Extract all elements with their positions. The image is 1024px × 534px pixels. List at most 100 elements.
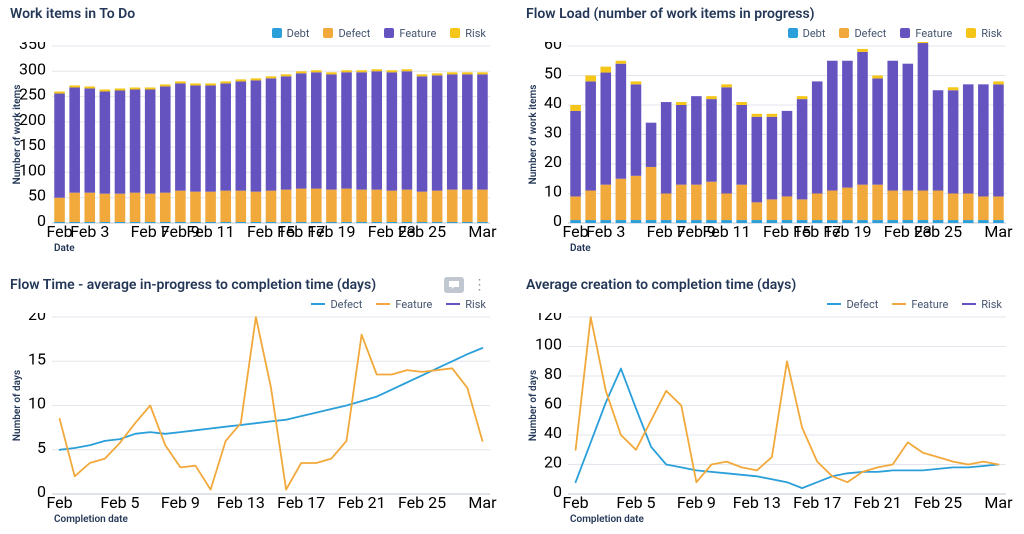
svg-text:Feb: Feb (46, 222, 72, 241)
bar-segment (326, 72, 337, 74)
bar-segment (356, 72, 367, 189)
svg-text:Feb 13: Feb 13 (733, 493, 781, 512)
bar-segment (752, 117, 763, 203)
bar-segment (477, 72, 488, 74)
bar-segment (69, 87, 80, 192)
bar-segment (600, 73, 611, 185)
svg-text:Feb 11: Feb 11 (703, 222, 751, 241)
bar-segment (266, 191, 277, 222)
bar-segment (220, 83, 231, 190)
svg-text:100: 100 (19, 160, 46, 179)
bar-segment (918, 220, 929, 223)
bar-segment (767, 117, 778, 200)
bar-segment (296, 222, 307, 223)
bar-segment (903, 220, 914, 223)
chart: 020406080100120FebFeb 5Feb 9Feb 13Feb 17… (524, 313, 1016, 528)
panel-title: Work items in To Do (10, 6, 500, 22)
svg-text:Mar: Mar (468, 222, 497, 241)
bar-segment (585, 220, 596, 223)
svg-text:5: 5 (37, 438, 46, 457)
svg-text:Number of days: Number of days (12, 370, 23, 441)
bar-segment (69, 193, 80, 222)
bar-segment (130, 193, 141, 222)
bar-segment (462, 72, 473, 74)
bar-segment (570, 111, 581, 197)
bar-segment (402, 222, 413, 223)
legend-label: Risk (465, 27, 486, 40)
svg-text:200: 200 (19, 110, 46, 129)
bar-segment (721, 87, 732, 193)
svg-text:Feb 17: Feb 17 (277, 493, 325, 512)
bar-segment (721, 220, 732, 223)
bar-segment (872, 185, 883, 220)
bar-segment (797, 199, 808, 220)
bar-segment (842, 61, 853, 188)
bar-segment (646, 220, 657, 223)
bar-segment (447, 72, 458, 74)
svg-text:Feb 17: Feb 17 (793, 493, 841, 512)
bar-segment (205, 83, 216, 85)
bar-segment (676, 185, 687, 220)
bar-segment (857, 52, 868, 185)
legend-label: Risk (465, 298, 486, 311)
svg-text:Feb 19: Feb 19 (823, 222, 871, 241)
bar-segment (585, 81, 596, 190)
bar-segment (646, 123, 657, 167)
panel-flowtime: Flow Time - average in-progress to compl… (8, 275, 500, 528)
bar-segment (857, 185, 868, 220)
bar-segment (130, 89, 141, 192)
svg-text:20: 20 (544, 152, 562, 171)
more-icon-button[interactable]: ⋮ (470, 277, 490, 293)
legend-item: Risk (966, 26, 1002, 40)
dashboard-grid: Work items in To Do DebtDefectFeatureRis… (0, 0, 1024, 534)
bar-segment (631, 176, 642, 220)
bar-segment (585, 191, 596, 221)
svg-text:60: 60 (544, 42, 562, 53)
svg-text:250: 250 (19, 85, 46, 104)
bar-segment (417, 74, 428, 76)
bar-segment (691, 220, 702, 223)
bar-segment (341, 72, 352, 188)
bar-segment (402, 69, 413, 71)
bar-segment (417, 76, 428, 191)
bar-segment (706, 182, 717, 220)
legend-item: Defect (323, 26, 370, 40)
comment-icon (448, 280, 460, 290)
bar-segment (115, 222, 126, 223)
comment-icon-button[interactable] (444, 277, 464, 293)
svg-text:Feb 21: Feb 21 (338, 493, 386, 512)
bar-segment (205, 85, 216, 191)
legend-swatch (827, 303, 841, 305)
bar-segment (477, 74, 488, 189)
bar-segment (100, 92, 111, 194)
bar-segment (54, 198, 65, 222)
bar-segment (872, 76, 883, 79)
bar-segment (326, 222, 337, 223)
bar-segment (462, 74, 473, 189)
panel-flowload: Flow Load (number of work items in progr… (524, 4, 1016, 257)
bar-segment (948, 220, 959, 223)
bar-segment (570, 196, 581, 220)
panel-actions: ⋮ (444, 277, 490, 293)
svg-text:300: 300 (19, 59, 46, 78)
bar-segment (311, 222, 322, 223)
svg-text:Feb 3: Feb 3 (70, 222, 109, 241)
legend-item: Feature (376, 297, 432, 311)
legend-label: Defect (854, 27, 886, 40)
bar-segment (782, 220, 793, 223)
chart-svg: 0102030405060FebFeb 3Feb 7Feb 9Feb 11Feb… (524, 42, 1016, 257)
svg-text:0: 0 (37, 211, 46, 230)
bar-segment (145, 87, 156, 89)
bar-segment (767, 220, 778, 223)
svg-text:Number of days: Number of days (528, 370, 539, 441)
bar-segment (84, 193, 95, 222)
legend-swatch (900, 28, 910, 38)
bar-segment (432, 222, 443, 223)
bar-segment (948, 87, 959, 90)
bar-segment (903, 64, 914, 191)
bar-segment (993, 81, 1004, 84)
svg-text:Date: Date (570, 243, 591, 254)
bar-segment (447, 74, 458, 189)
bar-segment (160, 222, 171, 223)
bar-segment (387, 222, 398, 223)
